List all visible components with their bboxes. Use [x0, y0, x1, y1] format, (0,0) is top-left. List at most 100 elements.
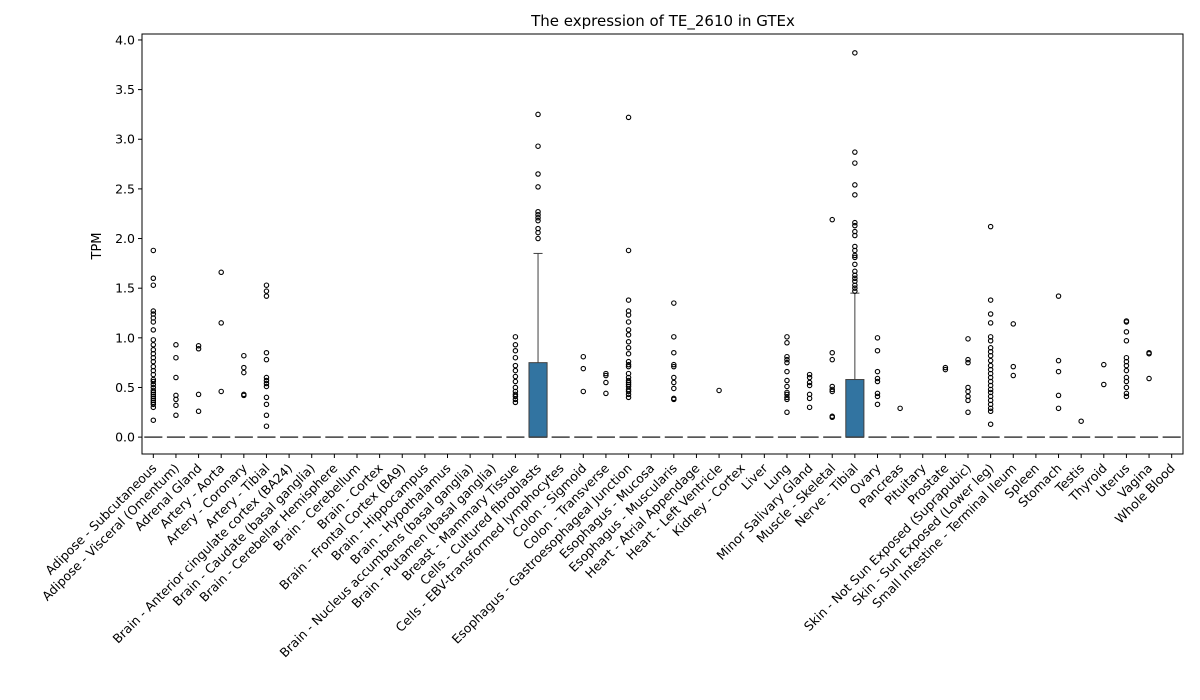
outlier-point: [784, 353, 790, 360]
outlier-point: [263, 293, 270, 299]
outlier-point: [150, 399, 157, 406]
outlier-point: [625, 312, 632, 318]
outlier-point: [874, 368, 881, 375]
box-group: [1140, 349, 1159, 438]
outlier-point: [784, 356, 790, 363]
outlier-point: [512, 354, 519, 361]
outlier-point: [241, 392, 247, 399]
outlier-point: [965, 409, 971, 416]
outlier-point: [716, 387, 722, 394]
outlier-point: [535, 217, 541, 224]
outlier-point: [852, 247, 858, 254]
box-group: [234, 352, 253, 438]
box-group: [1004, 321, 1023, 438]
outlier-point: [173, 402, 179, 409]
box-group: [845, 50, 865, 438]
outlier-point: [625, 394, 632, 401]
box-group: [166, 342, 185, 438]
outlier-point: [671, 379, 677, 386]
outlier-point: [150, 308, 157, 314]
outlier-point: [1123, 362, 1130, 369]
outlier-point: [625, 345, 632, 351]
outlier-point: [263, 383, 270, 390]
outlier-point: [1123, 393, 1130, 400]
outlier-point: [852, 282, 858, 288]
outlier-point: [173, 396, 179, 403]
outlier-point: [263, 349, 270, 356]
outlier-point: [874, 375, 881, 382]
outlier-point: [535, 229, 541, 236]
outlier-point: [173, 374, 179, 381]
outlier-point: [535, 208, 541, 215]
outlier-point: [1055, 357, 1062, 364]
box-group: [144, 247, 163, 438]
outlier-point: [852, 149, 858, 155]
box-iqr: [845, 379, 865, 438]
outlier-point: [150, 417, 157, 423]
box-group: [596, 370, 615, 438]
outlier-point: [852, 285, 858, 291]
outlier-point: [987, 357, 994, 364]
outlier-point: [625, 327, 632, 333]
outlier-point: [263, 380, 270, 387]
x-tick-label: Adipose - Visceral (Omentum): [39, 461, 182, 604]
outlier-point: [150, 384, 157, 391]
outlier-point: [987, 311, 994, 317]
outlier-point: [897, 405, 903, 412]
outlier-point: [512, 342, 519, 348]
outlier-point: [829, 414, 835, 421]
outlier-point: [603, 372, 609, 379]
outlier-point: [603, 370, 609, 377]
outlier-point: [625, 386, 632, 393]
outlier-point: [852, 219, 858, 226]
box-group: [528, 111, 548, 438]
outlier-point: [512, 347, 519, 354]
outlier-point: [987, 320, 994, 326]
outlier-point: [829, 356, 835, 363]
box-group: [1049, 293, 1068, 438]
outlier-point: [512, 373, 519, 380]
outlier-point: [806, 395, 813, 402]
outlier-point: [942, 366, 949, 373]
outlier-point: [1146, 350, 1152, 357]
outlier-point: [241, 364, 247, 371]
outlier-point: [150, 275, 157, 282]
outlier-point: [150, 342, 157, 348]
outlier-point: [625, 388, 632, 395]
box-group: [664, 300, 683, 438]
outlier-point: [874, 393, 881, 400]
outlier-point: [671, 334, 677, 340]
box-group: [936, 364, 955, 438]
outlier-point: [195, 346, 202, 352]
outlier-point: [625, 363, 632, 370]
outlier-point: [625, 350, 632, 357]
outlier-point: [671, 374, 677, 381]
outlier-point: [987, 405, 994, 412]
outlier-point: [512, 334, 519, 340]
outlier-point: [535, 184, 541, 190]
outlier-point: [784, 391, 790, 398]
outlier-point: [829, 216, 835, 223]
outlier-point: [150, 358, 157, 365]
box-group: [958, 336, 978, 438]
outlier-point: [625, 381, 632, 388]
outlier-point: [535, 171, 541, 177]
outlier-point: [874, 390, 881, 397]
outlier-point: [874, 401, 881, 408]
box-group: [981, 223, 1000, 438]
y-tick-label: 2.5: [115, 181, 135, 196]
outlier-point: [852, 261, 858, 268]
box-group: [506, 334, 525, 438]
outlier-point: [512, 391, 519, 398]
outlier-point: [1055, 368, 1062, 375]
outlier-point: [806, 374, 813, 381]
outlier-point: [671, 361, 677, 368]
outlier-point: [852, 160, 858, 166]
outlier-point: [150, 376, 157, 383]
outlier-point: [965, 359, 971, 366]
y-axis-ticks: 0.0 0.5 1.0 1.5 2.0 2.5 3.0 3.5 4.0: [115, 32, 142, 445]
outlier-point: [671, 396, 677, 403]
outlier-point: [195, 391, 202, 398]
outlier-point: [987, 297, 994, 303]
